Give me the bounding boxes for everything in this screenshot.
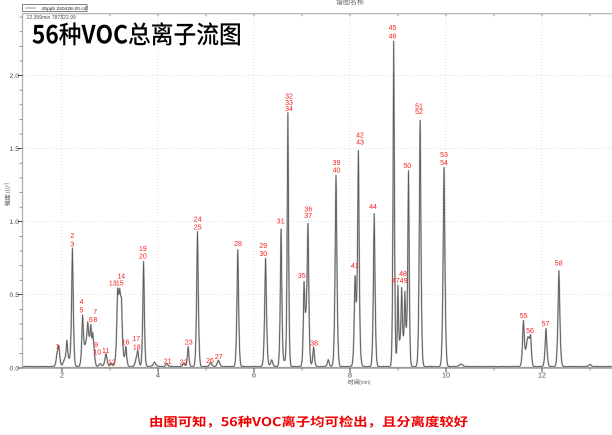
svg-text:31: 31: [277, 219, 285, 226]
svg-text:7: 7: [93, 309, 97, 316]
svg-text:42: 42: [356, 132, 364, 139]
svg-text:10: 10: [442, 371, 450, 380]
svg-text:3: 3: [70, 241, 74, 248]
svg-text:32: 32: [285, 94, 293, 101]
svg-text:55: 55: [520, 313, 528, 320]
svg-text:5: 5: [80, 308, 84, 315]
svg-text:25: 25: [194, 225, 202, 232]
svg-text:45ppb 240428-20.cdf: 45ppb 240428-20.cdf: [42, 6, 89, 12]
svg-text:4: 4: [80, 299, 84, 306]
svg-text:27: 27: [215, 354, 223, 361]
svg-text:14: 14: [117, 274, 125, 281]
svg-text:0.5: 0.5: [10, 292, 20, 299]
svg-text:57: 57: [542, 321, 550, 328]
svg-text:0.0: 0.0: [10, 365, 20, 372]
svg-text:53: 53: [440, 152, 448, 159]
svg-text:54: 54: [440, 160, 448, 167]
svg-text:1: 1: [56, 344, 60, 351]
svg-text:35: 35: [298, 273, 306, 280]
svg-text:49: 49: [400, 278, 408, 285]
svg-text:17: 17: [132, 336, 140, 343]
svg-text:37: 37: [304, 213, 312, 220]
svg-text:13: 13: [109, 281, 117, 288]
svg-text:41: 41: [351, 263, 359, 270]
svg-text:2: 2: [70, 233, 74, 240]
svg-text:29: 29: [259, 243, 267, 250]
svg-text:4: 4: [156, 371, 160, 380]
svg-text:19: 19: [139, 246, 147, 253]
svg-text:33: 33: [285, 100, 293, 107]
svg-text:40: 40: [333, 167, 341, 174]
svg-text:50: 50: [403, 163, 411, 170]
svg-text:12.399min 787322.99: 12.399min 787322.99: [27, 15, 76, 21]
svg-text:52: 52: [415, 109, 423, 116]
svg-text:18: 18: [133, 345, 141, 352]
svg-text:1.0: 1.0: [10, 219, 20, 226]
svg-text:48: 48: [399, 271, 407, 278]
svg-text:30: 30: [259, 251, 267, 258]
svg-text:23: 23: [185, 340, 193, 347]
svg-text:12: 12: [108, 359, 116, 366]
svg-text:9: 9: [94, 342, 98, 349]
svg-text:36: 36: [304, 207, 312, 214]
svg-text:21: 21: [164, 359, 172, 366]
svg-text:39: 39: [333, 160, 341, 167]
svg-text:51: 51: [415, 103, 423, 110]
svg-text:2.0: 2.0: [10, 73, 20, 80]
svg-text:6: 6: [89, 317, 93, 324]
svg-text:(107): (107): [4, 182, 12, 193]
svg-text:(min): (min): [359, 380, 371, 386]
svg-text:56: 56: [526, 328, 534, 335]
svg-text:8: 8: [93, 317, 97, 324]
svg-text:34: 34: [285, 106, 293, 113]
svg-text:46: 46: [389, 34, 397, 41]
svg-text:12: 12: [538, 371, 546, 380]
svg-text:8: 8: [348, 371, 352, 380]
svg-text:15: 15: [116, 281, 124, 288]
svg-text:10: 10: [93, 350, 101, 357]
svg-text:20: 20: [139, 254, 147, 261]
svg-text:1.5: 1.5: [10, 146, 20, 153]
svg-text:43: 43: [356, 140, 364, 147]
svg-text:16: 16: [122, 340, 130, 347]
svg-text:24: 24: [194, 217, 202, 224]
svg-text:22: 22: [180, 359, 188, 366]
svg-text:38: 38: [310, 341, 318, 348]
svg-text:2: 2: [60, 371, 64, 380]
svg-text:47: 47: [392, 278, 400, 285]
svg-text:58: 58: [555, 261, 563, 268]
svg-text:28: 28: [234, 241, 242, 248]
svg-text:11: 11: [102, 348, 109, 355]
svg-text:26: 26: [206, 358, 214, 365]
svg-text:6: 6: [252, 371, 256, 380]
svg-text:45: 45: [389, 25, 397, 32]
svg-text:44: 44: [369, 204, 377, 211]
